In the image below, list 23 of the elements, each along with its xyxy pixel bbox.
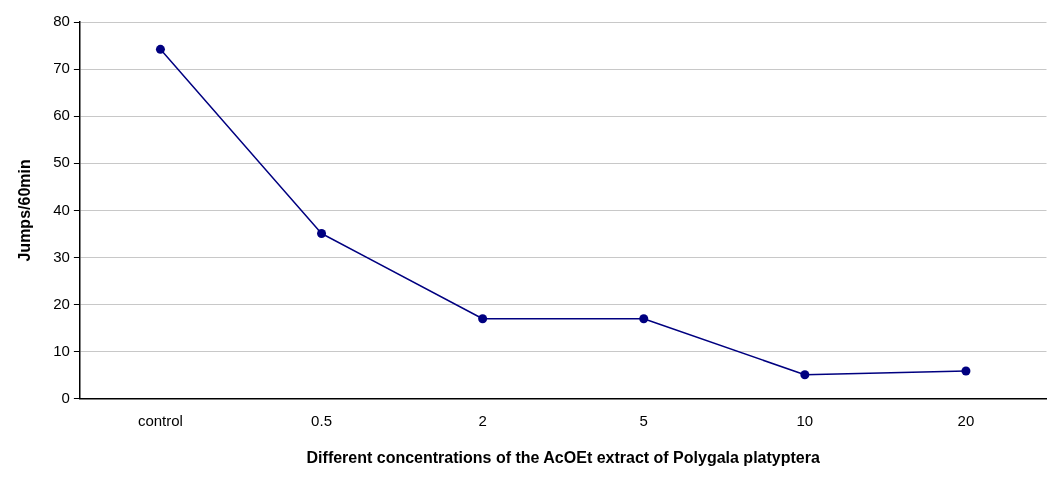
point — [478, 314, 488, 324]
y-tick-label: 80 — [53, 12, 70, 30]
point — [961, 366, 971, 376]
y-tick-label: 50 — [53, 153, 70, 171]
x-tick-label: 20 — [957, 411, 975, 429]
y-tick-label: 60 — [53, 106, 70, 124]
x-tick-label: 0.5 — [311, 411, 332, 429]
point — [800, 370, 810, 380]
x-tick-label: 5 — [639, 411, 648, 429]
y-tick-label: 70 — [53, 59, 70, 77]
y-tick-label: 0 — [61, 388, 70, 406]
point — [639, 314, 649, 324]
x-axis-title: Different concentrations of the AcOEt extract of Polygala platyptera — [306, 448, 820, 466]
point — [317, 228, 327, 238]
y-tick-label: 40 — [53, 200, 70, 218]
x-tick-label: control — [137, 411, 183, 429]
x-tick-label: 10 — [796, 411, 814, 429]
y-tick-label: 20 — [53, 294, 70, 312]
y-tick-label: 10 — [53, 341, 70, 359]
x-tick-label: 2 — [478, 411, 487, 429]
point — [155, 44, 165, 54]
y-axis-title: Jumps/60min — [16, 159, 34, 262]
y-tick-label: 30 — [53, 247, 70, 265]
